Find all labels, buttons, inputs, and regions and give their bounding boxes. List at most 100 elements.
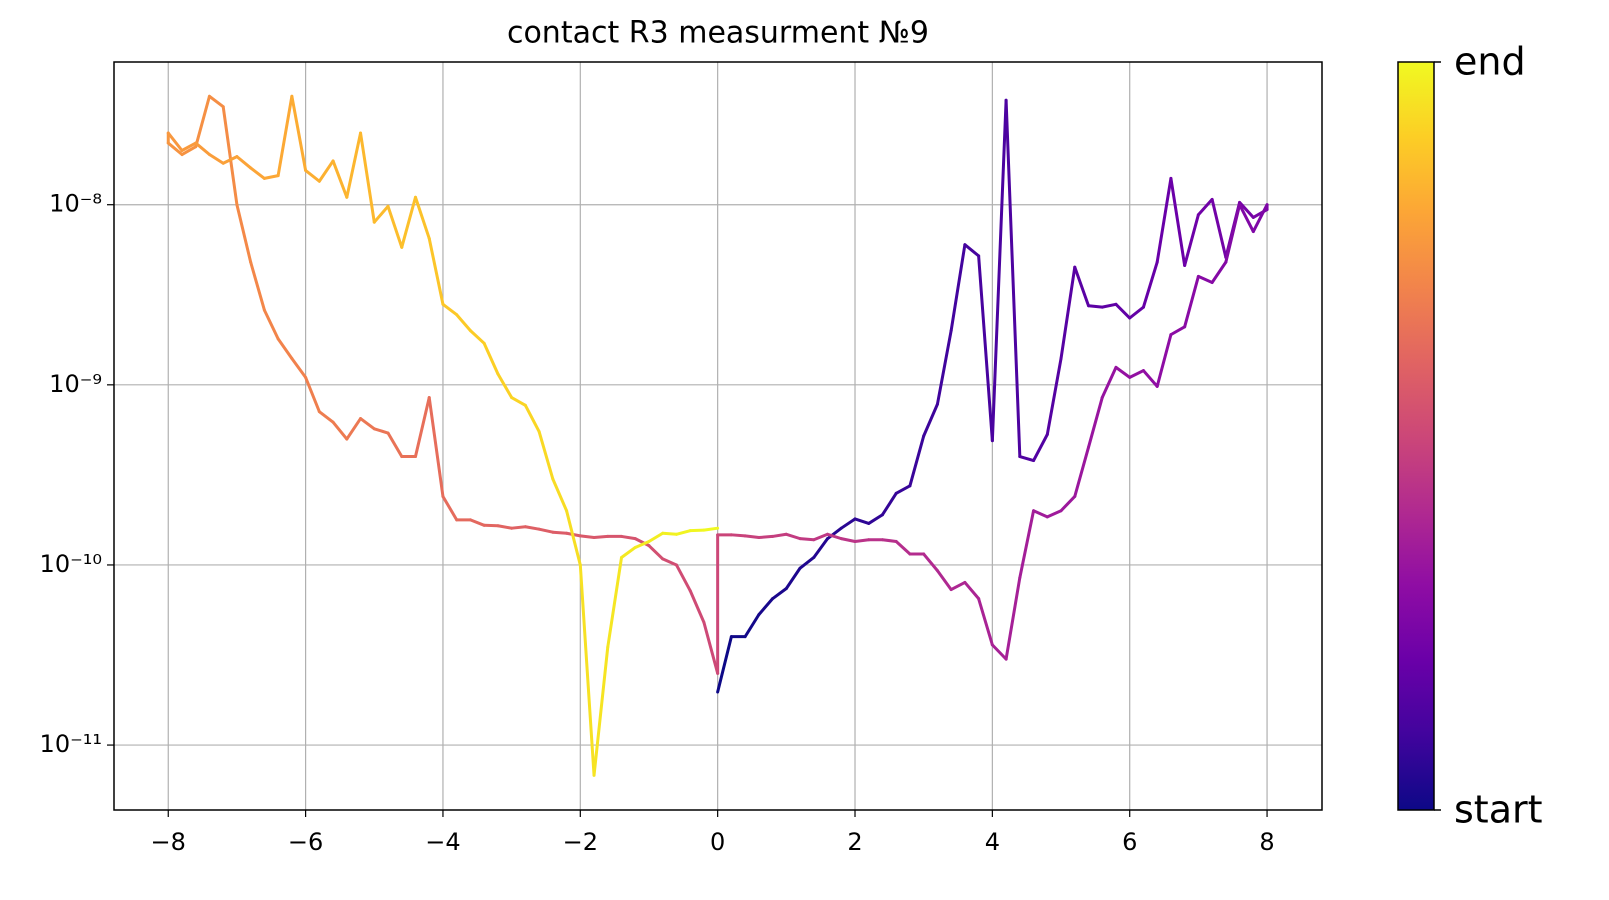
line-segment — [702, 526, 720, 532]
line-segment — [1018, 509, 1036, 580]
line-segment — [784, 566, 802, 591]
x-tick-label: 0 — [710, 828, 725, 856]
line-segment — [606, 555, 624, 649]
line-segment — [674, 563, 692, 593]
line-segment — [249, 166, 266, 180]
line-segment — [757, 597, 775, 617]
x-tick-label: 2 — [847, 828, 862, 856]
line-segment — [1128, 369, 1145, 379]
line-segment — [468, 329, 486, 345]
line-segment — [729, 533, 747, 538]
line-segment — [880, 491, 898, 517]
line-segment — [1059, 494, 1077, 513]
line-segment — [1169, 176, 1187, 267]
line-segment — [688, 589, 706, 624]
line-segment — [716, 635, 733, 694]
line-segment — [317, 410, 335, 424]
line-segment — [290, 94, 308, 172]
line-segment — [359, 417, 376, 431]
line-segment — [771, 532, 788, 538]
line-segment — [262, 174, 280, 180]
line-segment — [372, 427, 390, 435]
line-segment — [812, 532, 830, 542]
x-tick-label: 8 — [1259, 828, 1274, 856]
line-segment — [935, 569, 953, 592]
line-segment — [345, 417, 363, 441]
line-segment — [1100, 365, 1118, 400]
line-segment — [1087, 396, 1104, 449]
x-tick-label: −4 — [425, 828, 460, 856]
line-segment — [523, 525, 541, 531]
line-segment — [826, 532, 843, 541]
line-segment — [853, 517, 871, 525]
line-segment — [1141, 260, 1159, 309]
line-segment — [798, 537, 816, 542]
line-segment — [743, 613, 761, 639]
line-segment — [688, 528, 706, 533]
line-segment — [674, 529, 692, 536]
line-segment — [1155, 176, 1173, 264]
line-segment — [1073, 265, 1091, 308]
line-segment — [166, 141, 184, 157]
line-segment — [304, 375, 321, 414]
plot-frame — [113, 61, 1323, 811]
line-segment — [578, 534, 596, 540]
line-segment — [180, 145, 198, 157]
line-segment — [743, 534, 761, 540]
line-segment — [647, 544, 665, 561]
x-tick-label: 6 — [1122, 828, 1137, 856]
line-segment — [990, 98, 1008, 443]
chart-title: contact R3 measurment №9 — [507, 16, 929, 51]
line-segment — [1141, 369, 1159, 388]
x-tick-label: −6 — [288, 828, 323, 856]
line-segment — [551, 477, 569, 513]
line-segment — [1128, 305, 1145, 320]
x-tick-label: −8 — [151, 828, 186, 856]
line-segment — [812, 537, 830, 559]
line-segment — [1004, 576, 1022, 661]
line-segment — [1196, 197, 1214, 217]
line-segment — [1238, 203, 1255, 234]
line-segment — [949, 580, 967, 592]
line-segment — [400, 195, 417, 249]
line-segment — [537, 527, 555, 534]
line-segment — [551, 530, 569, 535]
line-segment — [482, 341, 500, 376]
line-segment — [908, 434, 926, 488]
line-segment — [276, 337, 294, 361]
line-segment — [372, 204, 390, 224]
line-segment — [207, 94, 225, 109]
line-segment — [1251, 203, 1269, 234]
line-segment — [262, 308, 280, 341]
line-segment — [839, 537, 857, 543]
line-segment — [1238, 200, 1255, 219]
line-segment — [826, 526, 843, 541]
line-segment — [537, 430, 555, 481]
y-tick-label: 10⁻⁹ — [49, 370, 102, 398]
line-segment — [935, 329, 953, 406]
line-segment — [949, 243, 967, 333]
line-segment — [1004, 98, 1022, 459]
line-segment — [894, 539, 912, 556]
line-segment — [221, 155, 239, 165]
line-segment — [963, 580, 981, 601]
line-segment — [441, 302, 459, 317]
line-segment — [784, 532, 802, 541]
line-segment — [990, 643, 1008, 661]
line-segment — [1100, 302, 1118, 309]
line-segment — [1210, 197, 1228, 259]
line-segment — [455, 313, 472, 333]
line-segment — [194, 94, 211, 149]
line-segment — [304, 168, 321, 183]
line-segment — [592, 645, 610, 777]
line-segment — [221, 105, 239, 207]
line-segment — [620, 534, 637, 541]
line-segment — [592, 534, 610, 540]
line-segment — [867, 513, 884, 525]
line-segment — [331, 420, 349, 441]
line-segment — [290, 357, 308, 379]
line-segment — [1045, 509, 1063, 519]
line-segment — [523, 403, 541, 434]
line-segment — [235, 155, 253, 170]
